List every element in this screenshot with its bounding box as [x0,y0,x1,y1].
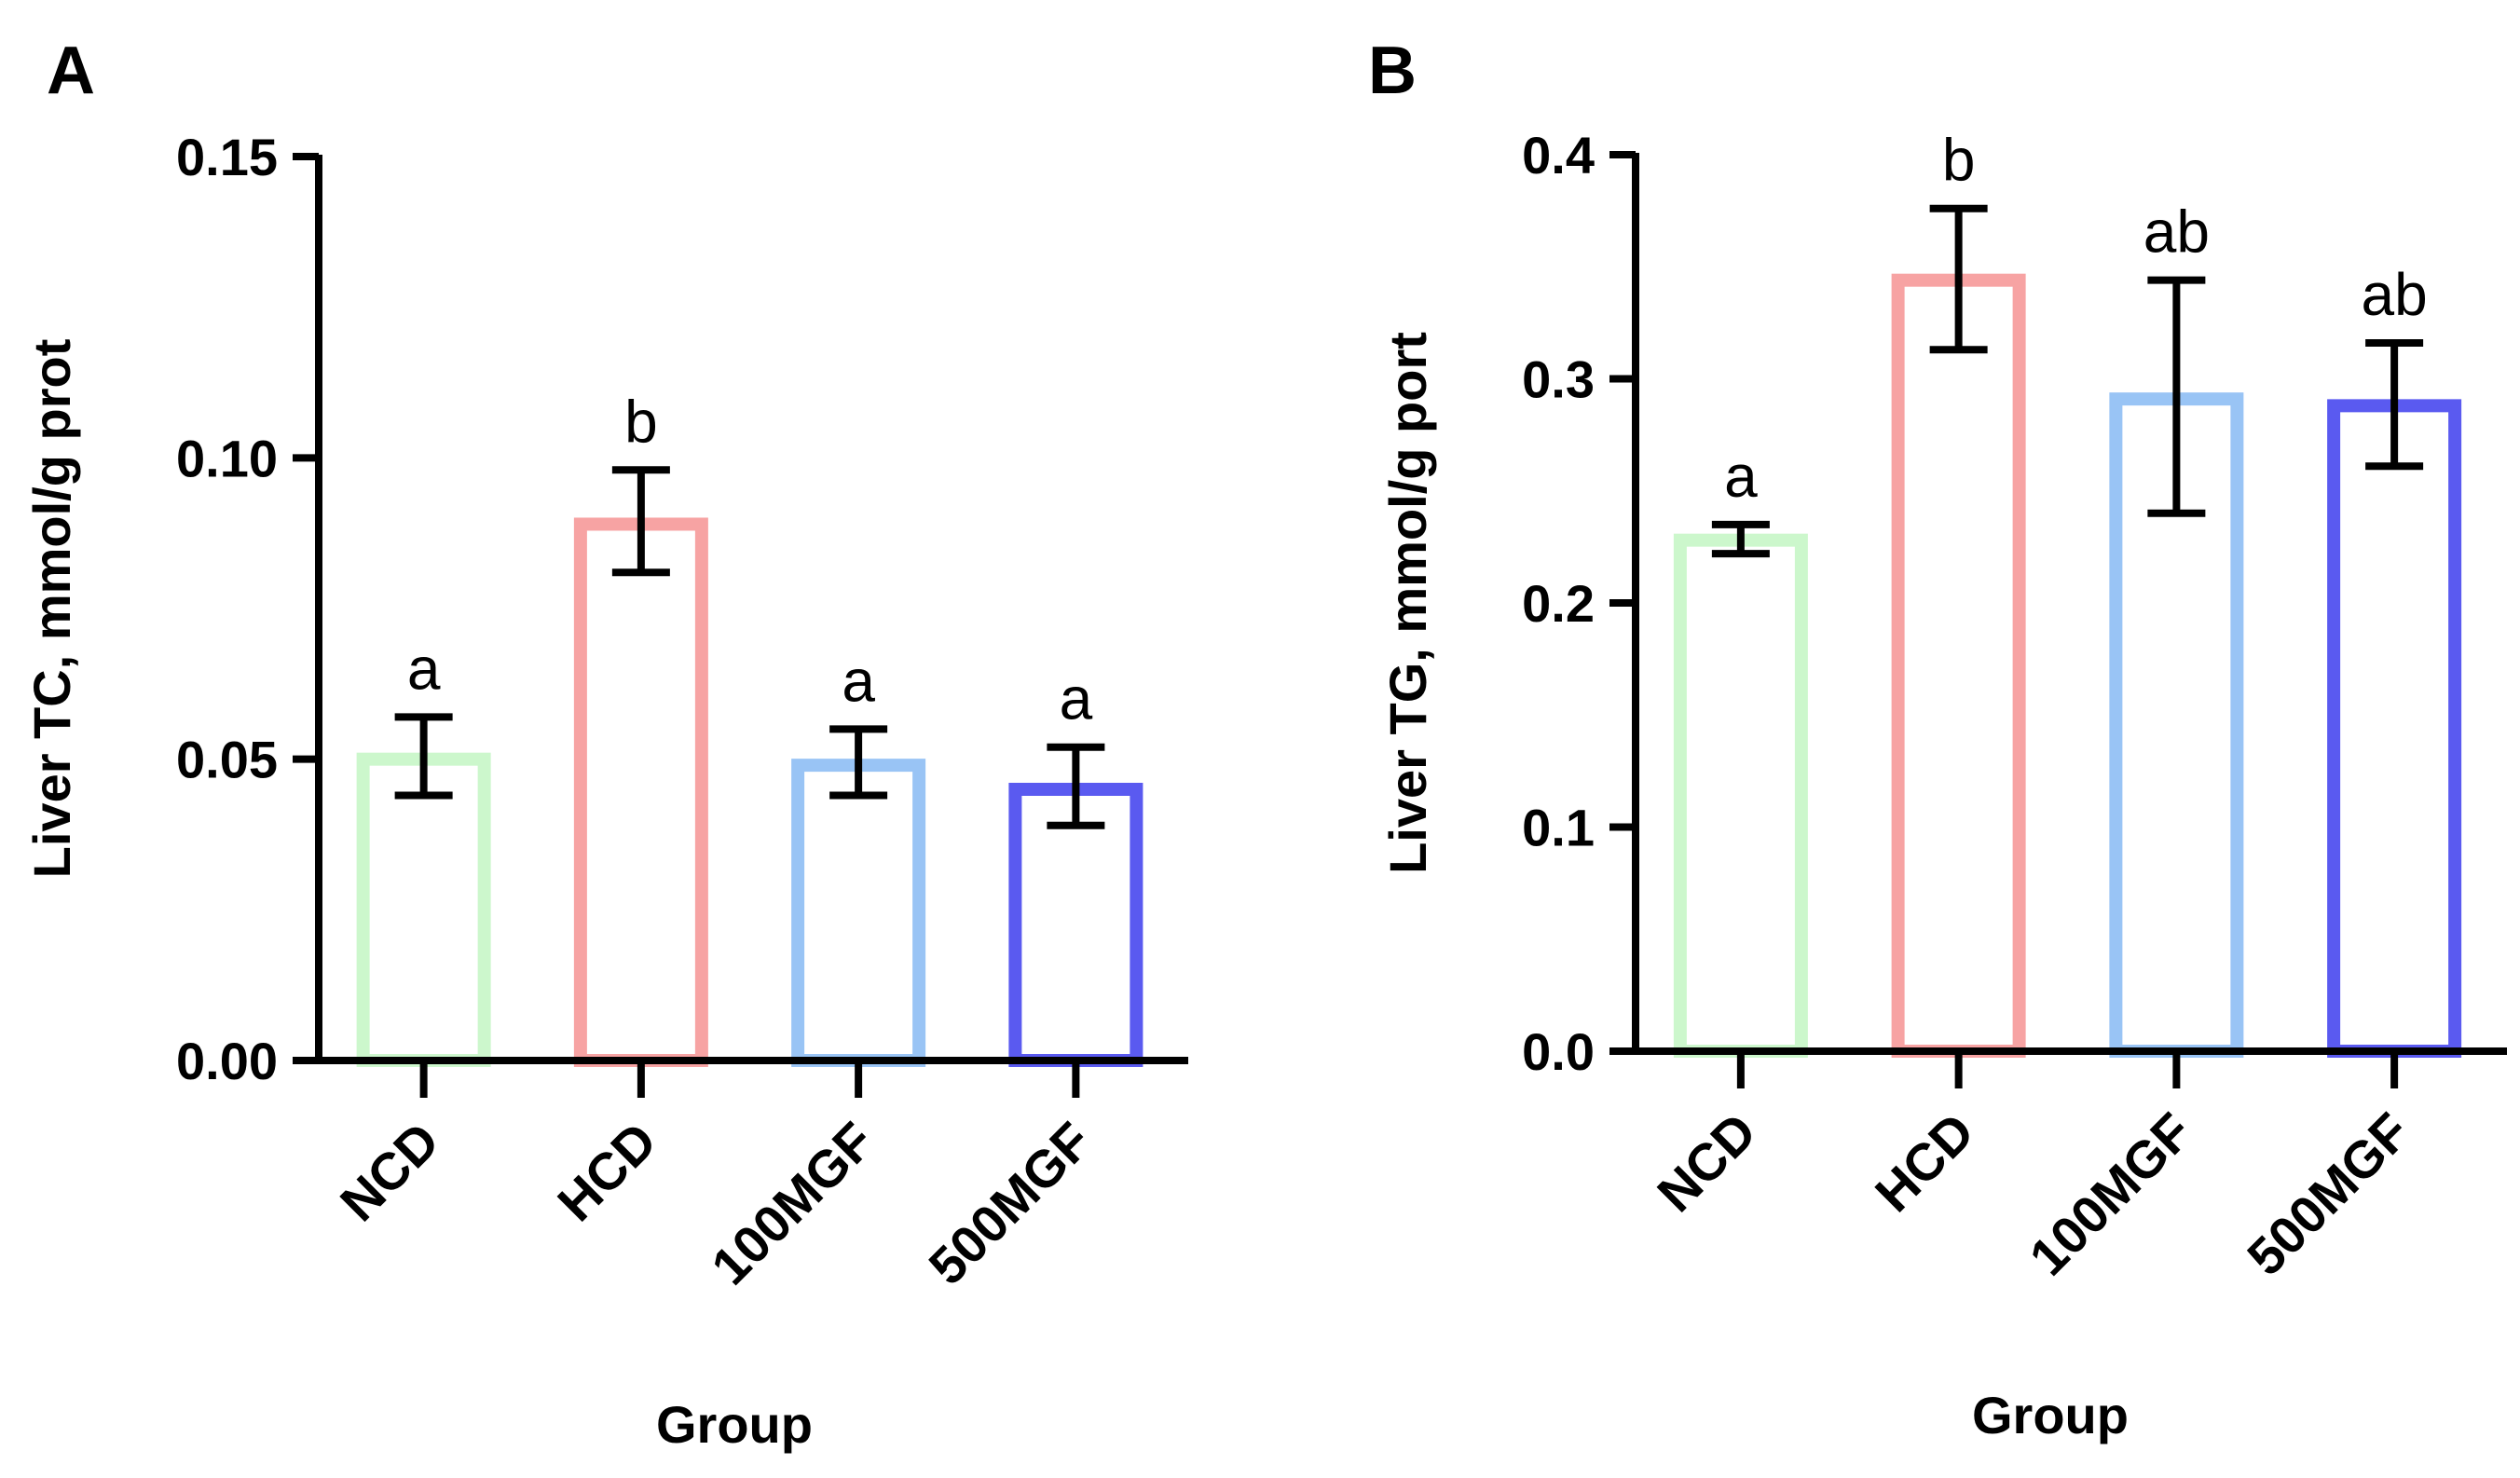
bar-ncd [356,752,491,1068]
x-tick-label-100mgf: 100MGF [700,1111,885,1296]
x-axis-title: Group [656,1395,813,1454]
y-axis-title: Liver TG, mmol/g port [1378,332,1437,874]
bar-hcd [1891,273,2026,1058]
error-bar-100mgf [829,725,888,800]
significance-label-ncd: a [1724,443,1758,510]
y-tick-label: 0.1 [1522,799,1595,857]
bar-500mgf [2327,399,2462,1058]
y-tick-label: 0.00 [176,1032,278,1090]
error-bar-ncd [1711,520,1770,558]
y-tick-label: 0.2 [1522,574,1595,633]
error-bar-hcd [1929,204,1988,354]
y-tick-label: 0.3 [1522,350,1595,409]
significance-label-100mgf: ab [2143,198,2210,266]
x-tick-label-500mgf: 500MGF [917,1111,1102,1296]
x-tick-label-hcd: HCD [546,1111,667,1232]
error-bar-500mgf [2365,339,2424,471]
bar-ncd [1673,533,1808,1058]
error-bar-ncd [394,713,453,800]
y-tick-label: 0.4 [1522,126,1595,185]
y-tick-label: 0.15 [176,128,278,186]
significance-label-500mgf: a [1060,665,1093,732]
panel-a: A a b a a 0.00 0.05 0.10 0.15 NCD HCD 100MGF 500MGF… [22,34,1188,1454]
significance-label-ncd: a [407,635,441,702]
y-tick-label: 0.10 [176,429,278,487]
significance-label-100mgf: a [842,647,875,714]
x-tick-label-hcd: HCD [1864,1102,1985,1223]
x-axis-title: Group [1972,1386,2129,1444]
x-tick-label-500mgf: 500MGF [2236,1102,2421,1287]
bar-100mgf [791,759,926,1068]
significance-label-hcd: b [624,388,658,455]
bar-500mgf [1008,783,1144,1067]
significance-label-hcd: b [1942,127,1976,194]
panel-letter-a: A [47,34,95,108]
error-bar-hcd [611,466,670,577]
y-tick-label: 0.05 [176,731,278,789]
x-tick-label-100mgf: 100MGF [2018,1102,2203,1287]
panel-letter-b: B [1368,34,1417,108]
error-bar-500mgf [1047,743,1105,829]
x-tick-label-ncd: NCD [1646,1102,1767,1223]
error-bar-100mgf [2147,276,2206,517]
y-tick-label: 0.0 [1522,1022,1595,1081]
bar-hcd [573,517,708,1067]
y-axis-title: Liver TC, mmol/g prot [22,339,81,879]
significance-label-500mgf: ab [2362,261,2428,328]
x-tick-label-ncd: NCD [329,1111,450,1232]
